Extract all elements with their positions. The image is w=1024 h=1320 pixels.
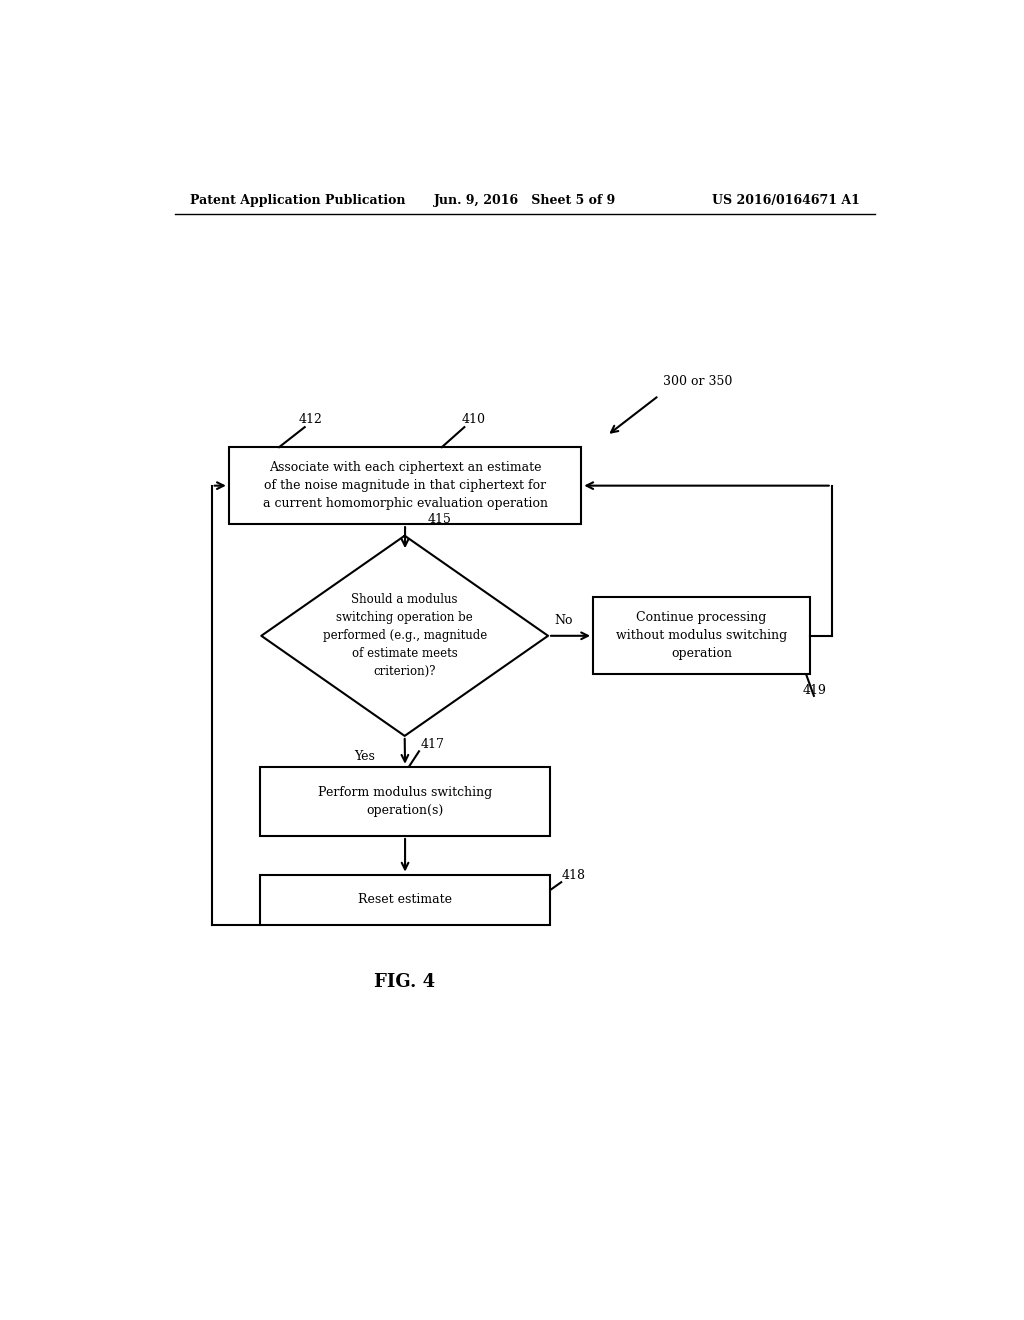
Text: Continue processing
without modulus switching
operation: Continue processing without modulus swit… (615, 611, 787, 660)
Text: No: No (554, 614, 572, 627)
Text: Should a modulus
switching operation be
performed (e.g., magnitude
of estimate m: Should a modulus switching operation be … (323, 593, 486, 678)
Bar (228, 447, 582, 524)
Text: US 2016/0164671 A1: US 2016/0164671 A1 (712, 194, 859, 207)
Text: Yes: Yes (354, 750, 375, 763)
Text: 410: 410 (461, 413, 485, 426)
Bar (260, 767, 550, 836)
Text: Perform modulus switching
operation(s): Perform modulus switching operation(s) (317, 785, 493, 817)
Text: 412: 412 (299, 413, 323, 426)
Text: 415: 415 (428, 513, 452, 527)
Text: FIG. 4: FIG. 4 (374, 973, 435, 991)
Bar (260, 874, 550, 924)
Text: Associate with each ciphertext an estimate
of the noise magnitude in that cipher: Associate with each ciphertext an estima… (262, 461, 548, 510)
Text: 300 or 350: 300 or 350 (663, 375, 732, 388)
Text: Patent Application Publication: Patent Application Publication (190, 194, 406, 207)
Text: 417: 417 (421, 738, 444, 751)
Text: 419: 419 (802, 684, 826, 697)
Text: Jun. 9, 2016   Sheet 5 of 9: Jun. 9, 2016 Sheet 5 of 9 (434, 194, 615, 207)
Bar (593, 597, 810, 675)
Text: 418: 418 (562, 869, 586, 882)
Text: Reset estimate: Reset estimate (358, 894, 452, 906)
